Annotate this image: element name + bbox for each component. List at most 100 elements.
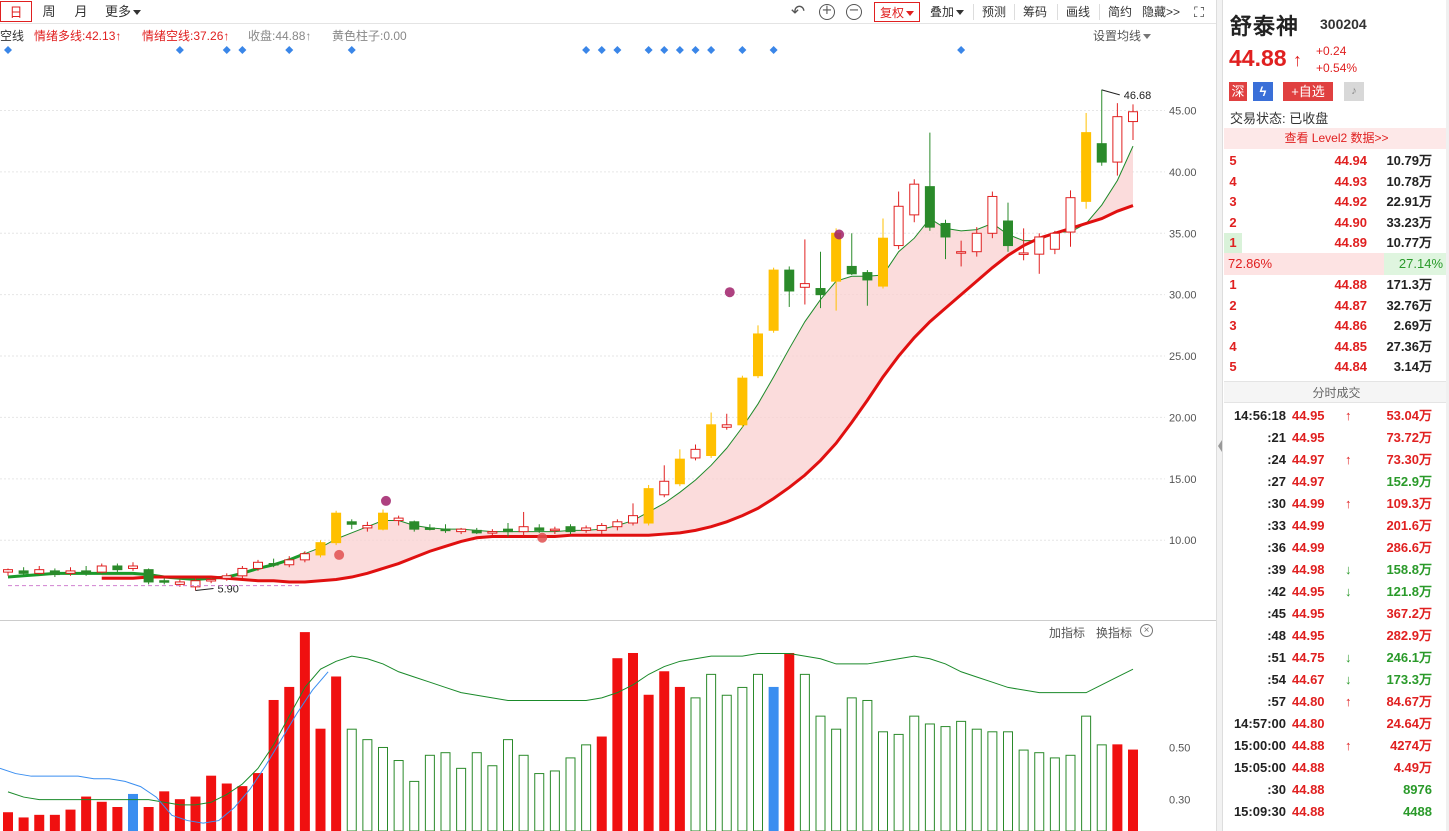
alert-bell-icon[interactable]: ♪ bbox=[1344, 82, 1364, 101]
adjust-price-dropdown[interactable]: 复权 bbox=[874, 2, 920, 22]
panel-divider bbox=[0, 620, 1216, 621]
bid-row[interactable]: 2 44.87 32.76万 bbox=[1224, 296, 1449, 316]
close-icon[interactable]: × bbox=[1140, 624, 1153, 637]
ask-row[interactable]: 3 44.92 22.91万 bbox=[1224, 192, 1449, 212]
overlay-dropdown[interactable]: 叠加 bbox=[925, 2, 969, 22]
indicator-bar bbox=[96, 801, 107, 831]
y-tick-label: 25.00 bbox=[1169, 351, 1197, 363]
indicator-bar bbox=[1128, 749, 1138, 831]
indicator-bar bbox=[1034, 752, 1045, 831]
add-indicator-button[interactable]: 加指标 bbox=[1049, 626, 1086, 640]
indicator-bar bbox=[159, 791, 170, 831]
indicator-bar bbox=[799, 673, 810, 831]
tick-time: :57 bbox=[1267, 694, 1286, 709]
tick-price: 44.99 bbox=[1292, 496, 1325, 511]
tick-time: :39 bbox=[1267, 562, 1286, 577]
zoom-out-icon[interactable]: − bbox=[846, 4, 862, 20]
tick-volume: 4.49万 bbox=[1393, 760, 1432, 775]
indicator-bar bbox=[721, 694, 732, 831]
signal-diamond-icon bbox=[582, 46, 591, 54]
bid-row[interactable]: 3 44.86 2.69万 bbox=[1224, 316, 1449, 336]
indicator-bar bbox=[831, 728, 842, 831]
more-periods-dropdown[interactable]: 更多 bbox=[100, 1, 146, 22]
period-tab-day[interactable]: 日 bbox=[0, 1, 32, 22]
exchange-badge: 深 bbox=[1229, 82, 1247, 101]
tick-row: 14:56:18 44.95 ↑ 53.04万 bbox=[1224, 405, 1449, 427]
bid-row[interactable]: 4 44.85 27.36万 bbox=[1224, 337, 1449, 357]
indicator-chart[interactable]: 0.50 0.30 bbox=[0, 622, 1216, 831]
forecast-button[interactable]: 预测 bbox=[981, 5, 1006, 19]
ask-level: 3 bbox=[1229, 194, 1237, 209]
trading-state: 交易状态: 已收盘 bbox=[1230, 111, 1329, 126]
sub-y-tick-label: 0.50 bbox=[1169, 742, 1190, 754]
hide-panel-button[interactable]: 隐藏>> bbox=[1141, 5, 1181, 19]
lightning-icon[interactable]: ϟ bbox=[1253, 82, 1273, 101]
chevron-down-icon bbox=[1143, 34, 1152, 40]
candle bbox=[1112, 116, 1123, 163]
tick-time: :48 bbox=[1267, 628, 1286, 643]
bomb-icon bbox=[724, 287, 735, 298]
rocket-icon bbox=[537, 532, 548, 543]
candle bbox=[690, 448, 701, 459]
ask-row[interactable]: 2 44.90 33.23万 bbox=[1224, 213, 1449, 233]
ask-row[interactable]: 4 44.93 10.78万 bbox=[1224, 172, 1449, 192]
tick-volume: 121.8万 bbox=[1386, 584, 1432, 599]
chevron-down-icon bbox=[906, 11, 914, 17]
indicator-bar bbox=[34, 814, 45, 831]
candle bbox=[940, 222, 951, 238]
period-tab-month[interactable]: 月 bbox=[74, 4, 88, 19]
ticks-title: 分时成交 bbox=[1224, 381, 1449, 403]
indicator-bar bbox=[331, 676, 342, 831]
draw-line-button[interactable]: 画线 bbox=[1065, 5, 1090, 19]
candle bbox=[674, 458, 685, 485]
set-ma-dropdown[interactable]: 设置均线 bbox=[1093, 27, 1152, 44]
indicator-bar bbox=[878, 731, 888, 831]
indicator-bar bbox=[1018, 749, 1029, 831]
add-watchlist-button[interactable]: +自选 bbox=[1283, 82, 1333, 101]
indicator-bar bbox=[393, 760, 404, 831]
collapse-arrow-icon[interactable] bbox=[1218, 440, 1222, 452]
scrollbar[interactable] bbox=[1446, 0, 1449, 831]
simple-mode-button[interactable]: 简约 bbox=[1107, 5, 1132, 19]
bid-volume: 3.14万 bbox=[1393, 359, 1432, 374]
tick-volume: 282.9万 bbox=[1386, 628, 1432, 643]
ask-row[interactable]: 1 44.89 10.77万 bbox=[1224, 233, 1449, 253]
fullscreen-icon[interactable]: ⛶ bbox=[1194, 4, 1204, 20]
candle bbox=[206, 578, 217, 582]
tick-time: :24 bbox=[1267, 452, 1286, 467]
ask-row[interactable]: 5 44.94 10.79万 bbox=[1224, 151, 1449, 171]
indicator-bar bbox=[284, 686, 295, 831]
candlestick-chart[interactable]: 45.00 40.00 35.00 30.00 25.00 20.00 15.00 10.00… bbox=[0, 43, 1216, 620]
switch-indicator-button[interactable]: 换指标 bbox=[1096, 626, 1133, 640]
signal-diamond-icon bbox=[769, 46, 778, 54]
tick-volume: 84.67万 bbox=[1386, 694, 1432, 709]
candle bbox=[18, 570, 29, 574]
indicator-bar bbox=[221, 783, 232, 831]
indicator-bar bbox=[440, 752, 451, 831]
tick-row: 14:57:00 44.80 24.64万 bbox=[1224, 713, 1449, 735]
chips-button[interactable]: 筹码 bbox=[1022, 5, 1047, 19]
undo-icon[interactable]: ↶ bbox=[790, 2, 806, 22]
signal-diamond-icon bbox=[644, 46, 653, 54]
tick-price: 44.67 bbox=[1292, 672, 1325, 687]
candle bbox=[862, 272, 873, 281]
indicator-bar bbox=[565, 757, 576, 831]
level2-link[interactable]: 查看 Level2 数据>> bbox=[1224, 128, 1449, 149]
set-ma-label: 设置均线 bbox=[1093, 29, 1142, 43]
bid-row[interactable]: 1 44.88 171.3万 bbox=[1224, 275, 1449, 295]
chart-toolbar: 日 周 月 更多 ↶ + − 复权 叠加 预测 筹码 画线 简约 隐藏>> ⛶ bbox=[0, 0, 1216, 24]
zoom-in-icon[interactable]: + bbox=[819, 4, 835, 20]
indicator-bar bbox=[893, 733, 904, 831]
tick-price: 44.80 bbox=[1292, 694, 1325, 709]
period-tab-week[interactable]: 周 bbox=[42, 4, 56, 19]
signal-diamond-icon bbox=[175, 46, 184, 54]
panel-splitter[interactable] bbox=[1216, 0, 1223, 831]
tick-volume: 173.3万 bbox=[1386, 672, 1432, 687]
indicator-bar bbox=[581, 744, 592, 831]
candle bbox=[1034, 236, 1045, 255]
signal-diamond-icon bbox=[707, 46, 716, 54]
bid-row[interactable]: 5 44.84 3.14万 bbox=[1224, 357, 1449, 377]
indicator-legend: 空线 情绪多线:42.13↑ 情绪空线:37.26↑ 收盘:44.88↑ 黄色柱… bbox=[0, 27, 1216, 43]
sentiment-band bbox=[101, 146, 1133, 582]
tick-time: :33 bbox=[1267, 518, 1286, 533]
